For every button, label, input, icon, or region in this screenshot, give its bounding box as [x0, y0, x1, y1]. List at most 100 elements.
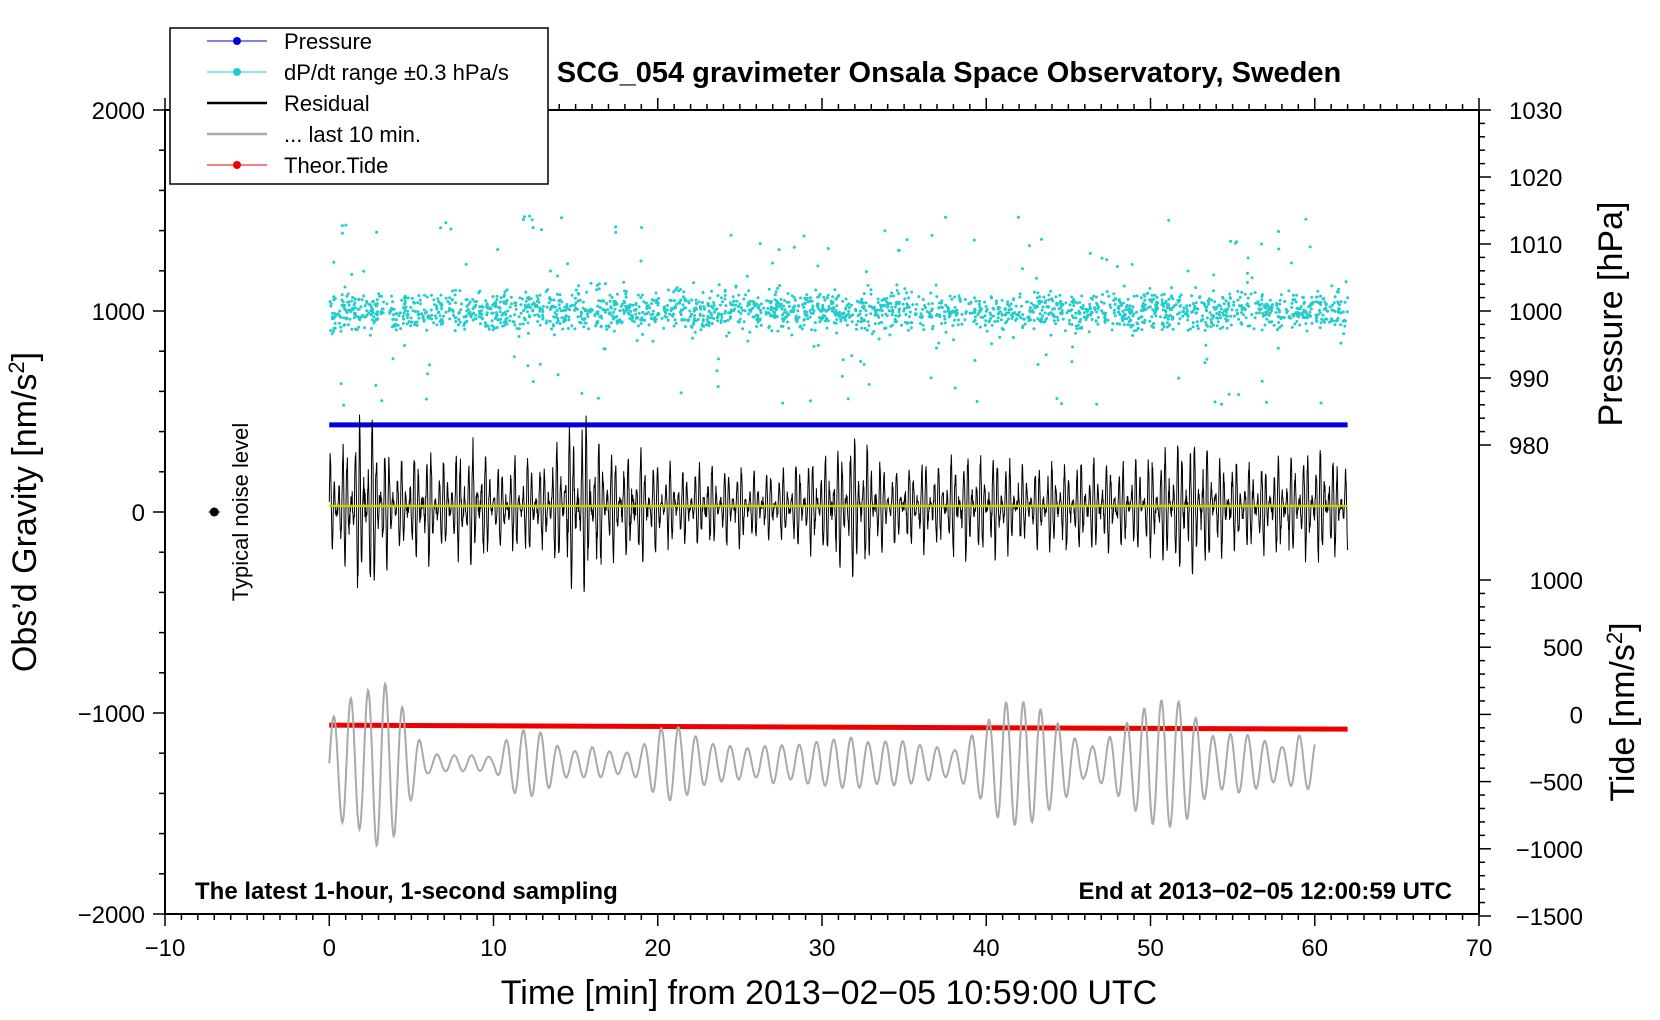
dpdt-point — [847, 302, 851, 306]
dpdt-point — [579, 310, 583, 314]
dpdt-point — [756, 305, 760, 309]
dpdt-point — [1335, 290, 1339, 294]
dpdt-point — [508, 305, 512, 309]
dpdt-point — [340, 293, 344, 297]
dpdt-point — [672, 324, 676, 328]
dpdt-point — [1131, 305, 1135, 309]
dpdt-point — [1292, 293, 1295, 297]
dpdt-point — [576, 299, 580, 303]
dpdt-point — [446, 300, 450, 303]
dpdt-point — [1260, 298, 1264, 302]
dpdt-point — [1112, 298, 1116, 302]
dpdt-point — [1279, 293, 1283, 297]
dpdt-point — [463, 321, 467, 325]
dpdt-point — [1105, 290, 1109, 294]
dpdt-point — [1041, 305, 1045, 309]
dpdt-point — [920, 316, 924, 320]
dpdt-point — [593, 313, 597, 317]
dpdt-point — [501, 324, 505, 328]
dpdt-point — [724, 304, 728, 308]
dpdt-point — [1035, 304, 1038, 308]
dpdt-point — [679, 308, 683, 312]
dpdt-point — [1221, 325, 1225, 329]
dpdt-point — [1209, 325, 1213, 329]
dpdt-point — [692, 309, 696, 313]
dpdt-point — [981, 316, 985, 319]
dpdt-point — [897, 314, 901, 318]
dpdt-point — [954, 313, 958, 317]
dpdt-point — [409, 305, 413, 309]
dpdt-point — [518, 322, 522, 326]
dpdt-point — [439, 318, 443, 322]
dpdt-point — [563, 315, 567, 319]
dpdt-point — [533, 313, 537, 317]
dpdt-point — [930, 327, 934, 331]
dpdt-point — [1179, 293, 1183, 297]
dpdt-point — [444, 221, 448, 225]
dpdt-point — [747, 312, 751, 316]
dpdt-point — [499, 321, 503, 325]
dpdt-point — [683, 318, 687, 322]
dpdt-point — [555, 309, 559, 312]
dpdt-point — [816, 295, 820, 299]
dpdt-point — [1070, 323, 1074, 327]
dpdt-point — [1031, 310, 1035, 314]
dpdt-point — [864, 313, 868, 317]
dpdt-point — [1036, 363, 1040, 366]
dpdt-point — [462, 323, 466, 327]
dpdt-point — [895, 283, 899, 287]
dpdt-point — [1236, 298, 1240, 302]
dpdt-point — [1028, 306, 1032, 310]
dpdt-point — [1330, 317, 1333, 321]
dpdt-point — [825, 326, 829, 330]
dpdt-point — [951, 324, 955, 328]
dpdt-point — [1074, 324, 1078, 328]
dpdt-point — [401, 322, 405, 325]
dpdt-point — [1177, 322, 1181, 326]
dpdt-point — [894, 302, 898, 306]
dpdt-point — [935, 346, 938, 350]
dpdt-point — [897, 310, 901, 314]
dpdt-point — [1065, 311, 1069, 315]
dpdt-point — [1087, 330, 1091, 334]
dpdt-point — [664, 311, 668, 315]
dpdt-point — [1289, 261, 1293, 265]
dpdt-point — [564, 318, 568, 322]
dpdt-point — [752, 315, 756, 319]
dpdt-point — [525, 296, 529, 300]
dpdt-point — [883, 304, 887, 308]
dpdt-point — [1316, 313, 1320, 317]
dpdt-point — [693, 330, 697, 334]
dpdt-point — [905, 321, 909, 325]
dpdt-point — [544, 321, 548, 325]
dpdt-point — [1094, 295, 1098, 299]
dpdt-point — [604, 282, 607, 286]
dpdt-point — [649, 313, 653, 317]
dpdt-point — [363, 304, 367, 308]
dpdt-point — [1185, 307, 1189, 311]
dpdt-point — [1072, 301, 1075, 305]
dpdt-point — [802, 305, 806, 309]
dpdt-point — [963, 318, 967, 322]
dpdt-point — [1043, 311, 1047, 315]
dpdt-point — [1290, 301, 1294, 305]
dpdt-point — [1204, 308, 1208, 312]
dpdt-point — [996, 312, 1000, 316]
dpdt-point — [855, 299, 859, 303]
dpdt-point — [329, 329, 333, 332]
dpdt-point — [1115, 265, 1119, 268]
dpdt-point — [635, 315, 639, 319]
dpdt-point — [391, 357, 395, 361]
dpdt-point — [1301, 314, 1305, 318]
dpdt-point — [344, 223, 348, 227]
dpdt-point — [716, 319, 719, 323]
dpdt-point — [436, 297, 440, 301]
dpdt-point — [1106, 318, 1110, 322]
dpdt-point — [865, 328, 869, 332]
dpdt-point — [1171, 315, 1175, 319]
dpdt-point — [820, 309, 824, 313]
dpdt-point — [510, 302, 513, 306]
dpdt-point — [1212, 314, 1215, 318]
dpdt-point — [608, 293, 612, 297]
